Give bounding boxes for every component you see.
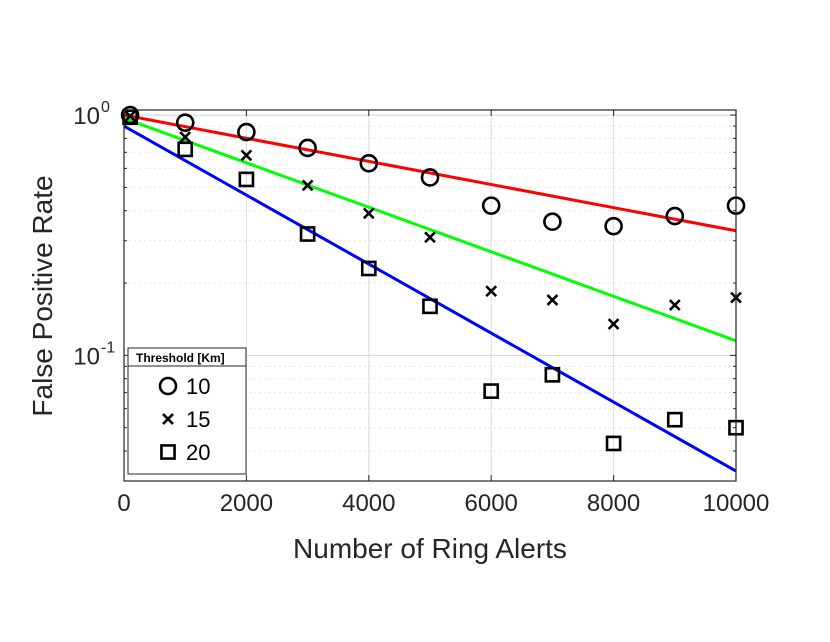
x-stroke [240, 149, 253, 162]
point-10-6000 [481, 196, 501, 215]
legend-title: Threshold [Km] [136, 351, 225, 365]
point-10-5000 [420, 168, 440, 187]
plot-frame [123, 109, 737, 482]
point-20-9000 [666, 411, 683, 428]
legend-label-20: 20 [186, 440, 210, 465]
x-tick-label: 2000 [220, 490, 273, 517]
point-10-1000 [175, 113, 195, 132]
x-stroke [424, 231, 436, 244]
x-stroke [179, 131, 192, 143]
point-15-4000 [362, 207, 375, 220]
point-10-2000 [237, 122, 256, 142]
x-stroke [362, 207, 375, 220]
point-15-100 [124, 110, 136, 123]
y-tick-label: 10 [73, 343, 100, 370]
x-stroke [546, 294, 559, 306]
y-tick-exponent: -1 [101, 339, 115, 356]
point-15-8000 [607, 318, 620, 330]
point-15-5000 [424, 231, 436, 244]
y-tick-exponent: 0 [101, 99, 110, 116]
point-15-7000 [546, 294, 559, 306]
point-20-4000 [360, 260, 377, 277]
point-10-3000 [298, 138, 317, 158]
x-stroke [162, 413, 174, 425]
point-10-7000 [543, 212, 562, 232]
x-stroke [668, 299, 681, 311]
x-stroke [301, 179, 314, 192]
x-tick-label: 4000 [342, 490, 395, 517]
x-stroke [124, 110, 136, 123]
x-axis-label: Number of Ring Alerts [293, 533, 567, 564]
legend-marker-20 [160, 444, 176, 460]
x-stroke [607, 318, 620, 330]
point-10-8000 [604, 216, 623, 236]
point-20-3000 [299, 226, 316, 242]
legend: Threshold [Km] 10 15 20 [127, 347, 247, 475]
x-tick-label: 6000 [465, 490, 518, 517]
y-tick-label: 10 [73, 103, 100, 130]
point-20-6000 [483, 383, 500, 399]
legend-label-10: 10 [186, 374, 210, 399]
x-tick-label: 10000 [703, 490, 770, 517]
x-stroke [485, 285, 498, 298]
point-20-1000 [177, 141, 194, 158]
legend-box [127, 347, 247, 475]
point-20-2000 [238, 171, 255, 188]
point-15-2000 [240, 149, 253, 162]
fit-line-15 [123, 116, 737, 343]
point-15-3000 [301, 179, 314, 192]
x-tick-label: 0 [117, 490, 130, 517]
axis-labels: Number of Ring Alerts False Positive Rat… [27, 175, 567, 564]
data-markers [120, 105, 746, 452]
legend-marker-15 [162, 413, 174, 425]
x-tick-label: 8000 [587, 490, 640, 517]
point-20-7000 [544, 366, 561, 383]
point-10-9000 [665, 206, 685, 226]
fit-line-10 [123, 113, 737, 233]
point-15-9000 [668, 299, 681, 311]
legend-marker-10 [158, 376, 178, 396]
point-15-6000 [485, 285, 498, 298]
legend-label-15: 15 [186, 407, 210, 432]
point-15-1000 [179, 131, 192, 143]
y-axis-label: False Positive Rate [27, 175, 58, 416]
point-10-4000 [359, 154, 379, 173]
point-20-5000 [422, 298, 438, 315]
point-20-8000 [605, 435, 622, 452]
